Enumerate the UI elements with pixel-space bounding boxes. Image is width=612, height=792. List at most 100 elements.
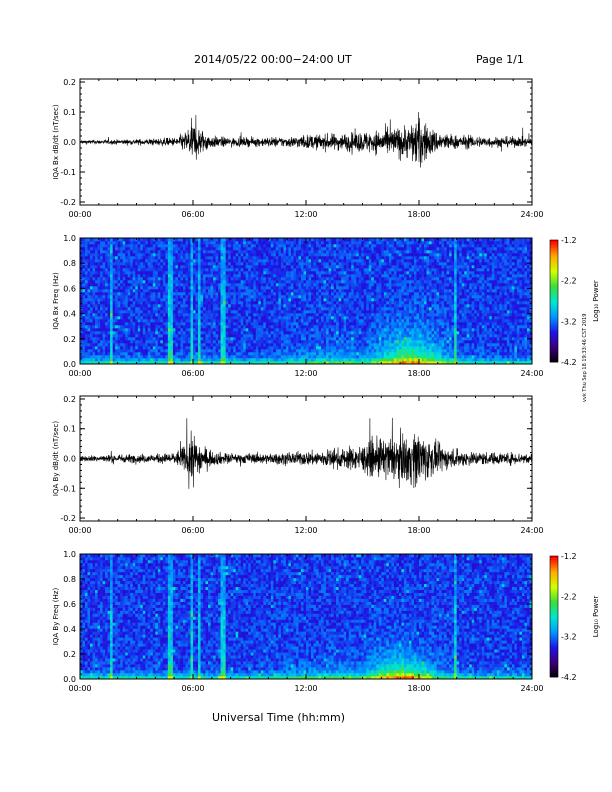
spectrogram-cell xyxy=(87,238,91,242)
spectrogram-cell xyxy=(142,259,146,263)
spectrogram-cell xyxy=(175,283,179,287)
spectrogram-cell xyxy=(200,277,204,281)
spectrogram-cell xyxy=(321,268,324,272)
spectrogram-cell xyxy=(250,256,254,260)
spectrogram-cell xyxy=(107,289,111,293)
spectrogram-cell xyxy=(137,250,141,254)
spectrogram-cell xyxy=(260,331,264,335)
spectrogram-cell xyxy=(255,349,259,353)
spectrogram-cell xyxy=(356,331,360,335)
spectrogram-cell xyxy=(358,349,362,353)
spectrogram-cell xyxy=(215,358,219,362)
spectrogram-cell xyxy=(273,316,277,320)
spectrogram-cell xyxy=(120,289,123,293)
spectrogram-cell xyxy=(356,310,360,314)
spectrogram-cell xyxy=(321,253,324,257)
spectrogram-cell xyxy=(338,241,342,245)
spectrogram-cell xyxy=(311,358,314,362)
spectrogram-cell xyxy=(92,307,96,311)
spectrogram-cell xyxy=(92,322,96,326)
spectrogram-cell xyxy=(285,274,289,278)
spectrogram-cell xyxy=(225,268,229,272)
spectrogram-cell xyxy=(100,316,103,320)
spectrogram-cell xyxy=(288,256,292,260)
spectrogram-cell xyxy=(97,358,101,362)
spectrogram-cell xyxy=(366,340,370,344)
spectrogram-cell xyxy=(200,292,204,296)
spectrogram-cell xyxy=(240,349,244,353)
spectrogram-cell xyxy=(182,289,186,293)
spectrogram-cell xyxy=(198,256,201,260)
spectrogram-cell xyxy=(110,247,113,251)
spectrogram-cell xyxy=(363,244,367,248)
spectrogram-cell xyxy=(218,313,221,317)
spectrogram-cell xyxy=(313,301,317,305)
spectrogram-cell xyxy=(132,289,136,293)
spectrogram-cell xyxy=(298,313,302,317)
spectrogram-cell xyxy=(356,304,360,308)
spectrogram-cell xyxy=(100,301,103,305)
spectrogram-cell xyxy=(105,298,108,302)
spectrogram-cell xyxy=(333,295,337,299)
spectrogram-cell xyxy=(230,277,234,281)
spectrogram-cell xyxy=(363,343,367,347)
spectrogram-cell xyxy=(245,331,249,335)
spectrogram-cell xyxy=(295,334,299,338)
spectrogram-cell xyxy=(363,340,367,344)
spectrogram-cell xyxy=(130,295,134,299)
spectrogram-cell xyxy=(338,307,342,311)
spectrogram-cell xyxy=(300,337,304,341)
spectrogram-cell xyxy=(223,298,226,302)
spectrogram-cell xyxy=(280,334,284,338)
spectrogram-cell xyxy=(187,271,191,275)
spectrogram-cell xyxy=(258,244,262,248)
spectrogram-cell xyxy=(213,328,216,332)
spectrogram-cell xyxy=(132,271,136,275)
spectrogram-cell xyxy=(210,262,214,266)
spectrogram-cell xyxy=(233,352,236,356)
spectrogram-cell xyxy=(331,253,334,257)
spectrogram-cell xyxy=(260,340,264,344)
spectrogram-cell xyxy=(341,352,344,356)
spectrogram-cell xyxy=(348,286,352,290)
spectrogram-cell xyxy=(280,352,284,356)
spectrogram-cell xyxy=(275,325,279,329)
spectrogram-cell xyxy=(185,283,189,287)
spectrogram-cell xyxy=(172,334,176,338)
spectrogram-cell xyxy=(358,358,362,362)
spectrogram-cell xyxy=(132,316,136,320)
spectrogram-cell xyxy=(200,304,204,308)
spectrogram-cell xyxy=(110,298,113,302)
spectrogram-cell xyxy=(321,331,324,335)
spectrogram-cell xyxy=(273,250,277,254)
spectrogram-cell xyxy=(180,250,184,254)
spectrogram-cell xyxy=(215,313,219,317)
spectrogram-cell xyxy=(182,310,186,314)
spectrogram-cell xyxy=(300,355,304,359)
spectrogram-cell xyxy=(140,316,144,320)
spectrogram-cell xyxy=(265,250,269,254)
spectrogram-cell xyxy=(278,241,282,245)
spectrogram-cell xyxy=(132,343,136,347)
spectrogram-cell xyxy=(203,283,206,287)
spectrogram-cell xyxy=(260,337,264,341)
spectrogram-cell xyxy=(208,250,211,254)
spectrogram-cell xyxy=(348,292,352,296)
spectrogram-cell xyxy=(253,349,257,353)
spectrogram-cell xyxy=(361,319,365,323)
spectrogram-cell xyxy=(300,301,304,305)
spectrogram-cell xyxy=(205,286,209,290)
spectrogram-cell xyxy=(172,271,176,275)
spectrogram-cell xyxy=(167,325,171,329)
spectrogram-cell xyxy=(218,361,221,365)
spectrogram-cell xyxy=(172,340,176,344)
spectrogram-cell xyxy=(105,349,108,353)
spectrogram-cell xyxy=(82,265,86,269)
spectrogram-cell xyxy=(87,292,91,296)
spectrogram-cell xyxy=(142,289,146,293)
spectrogram-cell xyxy=(92,340,96,344)
spectrogram-cell xyxy=(341,268,344,272)
spectrogram-cell xyxy=(353,304,357,308)
spectrogram-cell xyxy=(331,346,334,350)
spectrogram-cell xyxy=(366,346,370,350)
